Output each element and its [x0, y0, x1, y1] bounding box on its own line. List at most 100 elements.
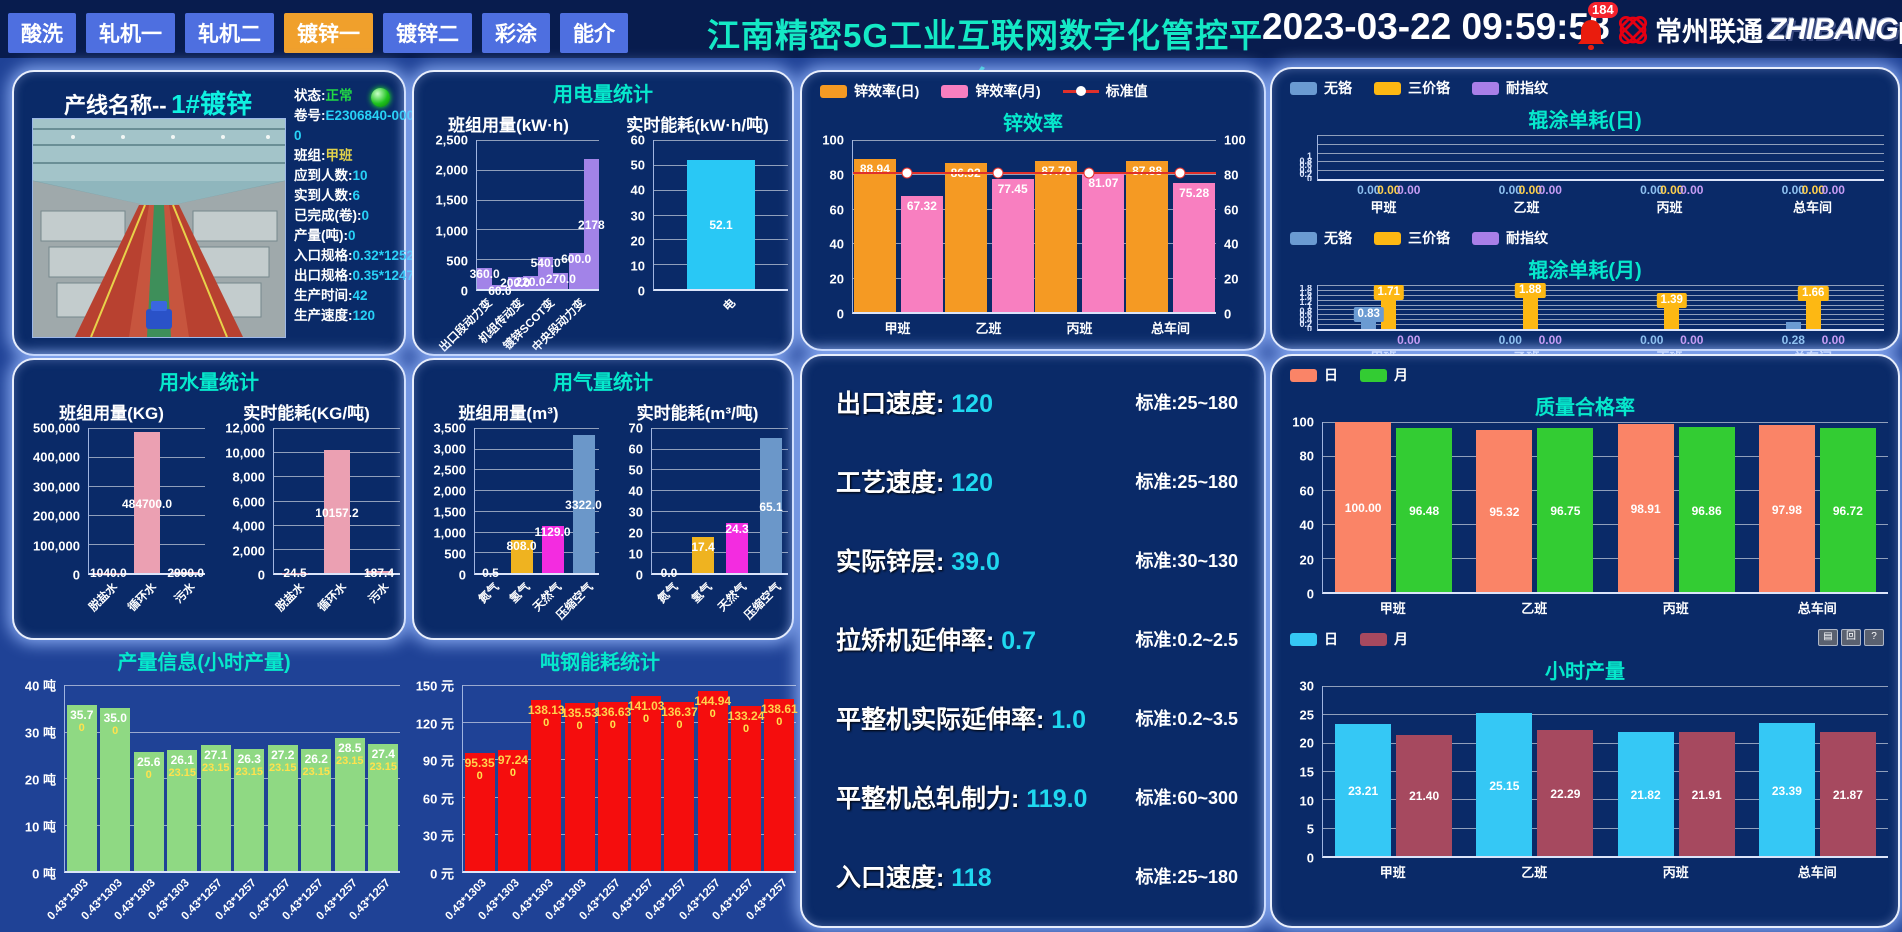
bar-value-label: 187.4 [363, 566, 395, 580]
legend-item[interactable]: 三价铬 [1374, 228, 1450, 248]
gas-realtime-chart[interactable]: 70 60 50 40 30 20 10 0 0.0 17.4 24.3 65.1 氮气 氢气 天然气 压缩空… [603, 421, 792, 633]
hourly-output-title: 小时产量 [1545, 661, 1625, 683]
y-tick-label: 150 元 [415, 678, 454, 694]
tab-轧机一[interactable]: 轧机一 [86, 13, 175, 53]
y-tick-label: 1.4 [1299, 292, 1312, 302]
bar-slot: 95.32 [1476, 422, 1533, 592]
tab-彩涂[interactable]: 彩涂 [482, 13, 550, 53]
x-tick-label: 总车间 [1797, 865, 1837, 880]
bar-slot: 96.48 [1396, 422, 1453, 592]
gas-left-subtitle: 班组用量(m³) [458, 404, 559, 423]
plot-area: 23.21 21.40 25.15 22.29 21.82 21.91 23.39 21.87 [1322, 686, 1888, 858]
bar-value-label: 3322.0 [565, 498, 602, 513]
quality-chart[interactable]: 100 80 60 40 20 0 100.00 96.48 95.32 96.75 98.91 96… [1272, 415, 1898, 620]
production-field: 实到人数:6 [294, 188, 361, 203]
params-rows: 出口速度: 120 标准:25~180 工艺速度: 120 标准:25~180 实际锌层… [802, 356, 1264, 915]
tab-镀锌二[interactable]: 镀锌二 [383, 13, 472, 53]
tab-镀锌一[interactable]: 镀锌一 [284, 13, 373, 53]
bar-group: 97.24 0 [496, 685, 529, 871]
chart-toolbar-button[interactable]: ? [1864, 629, 1884, 646]
legend-item[interactable]: 无铬 [1290, 78, 1352, 98]
legend-item[interactable]: 无铬 [1290, 228, 1352, 248]
y-axis: 100 80 60 40 20 0 [1276, 415, 1322, 602]
bar-group: 0.83 1.71 0.00 [1318, 285, 1460, 347]
bar-group: 52.1 [654, 140, 788, 289]
roller-day-chart[interactable]: 1 0.8 0.6 0.4 0.2 0 0.00 0.00 0.00 0.00 0.00 0.00 0.… [1272, 133, 1898, 219]
legend-item[interactable]: 标准值 [1062, 81, 1148, 101]
bar-value-label: 220.0 [515, 274, 546, 289]
x-tick-label: 丙班 [1662, 865, 1689, 880]
bar-value-label: 141.03 0 [627, 699, 665, 726]
bar-value-label: 0.28 [1781, 333, 1805, 347]
bar-value-label: 22.29 [1550, 786, 1581, 801]
tab-酸洗[interactable]: 酸洗 [8, 13, 76, 53]
bar [991, 178, 1034, 312]
bar-value-label: 0.00 [1660, 183, 1684, 197]
gas-panel-title: 用气量统计 [553, 372, 653, 394]
water-realtime-chart[interactable]: 12,000 10,000 8,000 6,000 4,000 2,000 0 24.5 101… [209, 421, 404, 633]
bar-value-label: 0.00 [1801, 183, 1825, 197]
hourly-output-chart[interactable]: 30 25 20 15 10 5 0 23.21 21.40 25.15 22.29 21.82 21.… [1272, 679, 1898, 884]
legend-item[interactable]: 锌效率(月) [941, 81, 1041, 101]
water-panel: 用水量统计 班组用量(KG) 500,000 400,000 300,000 200,… [12, 358, 406, 640]
x-tick-label [584, 291, 599, 347]
bar-value-label: 35.7 0 [70, 708, 94, 735]
water-group-chart[interactable]: 500,000 400,000 300,000 200,000 100,000 0 1040… [14, 421, 209, 633]
x-tick-label: 乙班 [975, 321, 1002, 336]
alarm-bell[interactable]: 184 [1576, 2, 1618, 56]
bar-value-label: 0.0 [660, 566, 678, 580]
bar-slot: 808.0 [506, 428, 537, 573]
legend-item[interactable]: 耐指纹 [1472, 78, 1548, 98]
legend-item[interactable]: 日 [1290, 629, 1338, 649]
bar-slot: 26.3 23.15 [234, 685, 265, 871]
bar-slot: 0.00 [1680, 135, 1703, 197]
hourly-production-chart[interactable]: 40 吨 30 吨 20 吨 10 吨 0 吨 35.7 0 35.0 0 25.6 0 26.1 23… [8, 677, 400, 932]
electricity-realtime-chart[interactable]: 60 50 40 30 20 10 0 52.1 电 [603, 133, 792, 349]
y-tick-label: 10,000 [225, 445, 265, 460]
brand-text: ZHIBANG [1768, 13, 1899, 46]
y-tick-label: 80 [829, 167, 844, 183]
legend-item[interactable]: 日 [1290, 365, 1338, 385]
param-standard: 标准:0.2~2.5 [1135, 629, 1238, 650]
legend-item[interactable]: 月 [1360, 629, 1408, 649]
zinc-chart[interactable]: 100 80 60 40 20 0 88.94 67.32 86.92 77.45 87.79 81.… [802, 133, 1264, 340]
bar-value-label: 0.00 [1640, 183, 1664, 197]
legend-item[interactable]: 耐指纹 [1472, 228, 1548, 248]
tab-轧机二[interactable]: 轧机二 [185, 13, 274, 53]
plot-area: 52.1 [653, 140, 788, 291]
roller-month-chart[interactable]: 1.8 1.6 1.4 1.2 1 0.8 0.6 0.4 0.2 0 0.83 1.71 0.00 0.… [1272, 283, 1898, 369]
y-tick-label: 0 [836, 306, 844, 322]
bar [944, 162, 987, 312]
bar [1537, 729, 1594, 856]
production-field: 状态:正常 [294, 88, 353, 103]
bar-group: 23.39 21.87 [1747, 686, 1888, 856]
bar-value-label: 2990.0 [167, 566, 205, 580]
ton-energy-chart[interactable]: 150 元 120 元 90 元 60 元 30 元 0 元 95.35 0 97.24 0 138… [404, 677, 798, 932]
electricity-group-chart[interactable]: 2,500 2,000 1,500 1,000 500 0 360.0 60.0 200.0 22… [414, 133, 604, 355]
legend-swatch-icon [1472, 81, 1499, 95]
bar [133, 751, 164, 871]
y-tick-label: 2,500 [435, 132, 468, 148]
y-tick-label: 20 吨 [24, 772, 56, 788]
bar-value-label: 23.21 [1348, 784, 1379, 799]
y-tick-label: 20 [1299, 552, 1314, 568]
legend-item[interactable]: 锌效率(日) [820, 81, 919, 101]
chart-toolbar-button[interactable]: ▤ [1818, 629, 1838, 646]
y-axis: 30 25 20 15 10 5 0 [1276, 679, 1322, 866]
y-tick-label: 40 [829, 236, 844, 252]
tab-能介[interactable]: 能介 [560, 13, 628, 53]
plot-area: 1040.0 484700.0 2990.0 [88, 428, 205, 580]
bar-value-label: 98.91 [1630, 501, 1661, 516]
gas-group-chart[interactable]: 3,500 3,000 2,500 2,000 1,500 1,000 500 0 0.5 808… [414, 421, 603, 633]
legend-item[interactable]: 三价铬 [1374, 78, 1450, 98]
bar [1617, 732, 1674, 856]
y-tick-label: 12,000 [225, 420, 265, 436]
param-row: 实际锌层: 39.0 标准:30~130 [836, 547, 1238, 576]
x-tick-label: 乙班 [1521, 601, 1548, 616]
electricity-left-subtitle: 班组用量(kW·h) [448, 116, 569, 135]
legend-item[interactable]: 月 [1360, 365, 1408, 385]
bar-value-label: 0.5 [482, 566, 499, 580]
chart-toolbar-button[interactable]: 回 [1841, 629, 1861, 646]
bar-group: 0.00 0.00 0.00 [1743, 135, 1885, 197]
y-tick-label: 40 [1224, 236, 1239, 252]
